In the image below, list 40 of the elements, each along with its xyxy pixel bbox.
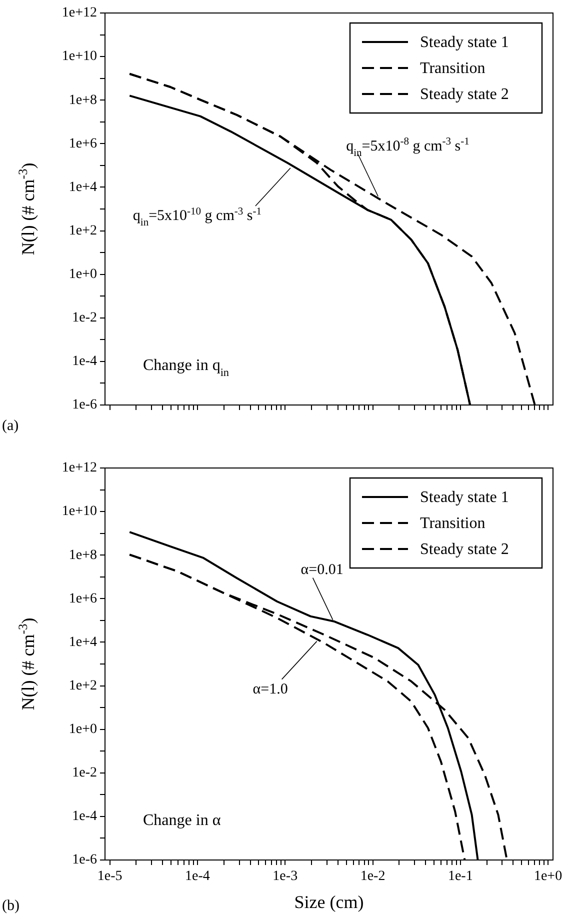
annotation: α=1.0 xyxy=(252,681,288,698)
y-tick-label: 1e+8 xyxy=(68,92,97,108)
y-tick-label: 1e+6 xyxy=(68,591,97,606)
y-tick-label: 1e+8 xyxy=(68,548,97,563)
y-tick-label: 1e-4 xyxy=(72,809,97,824)
x-tick-label: 1e-3 xyxy=(272,869,298,884)
y-axis-title: N(l) (# cm-3) xyxy=(16,162,38,256)
y-tick-label: 1e-2 xyxy=(72,766,97,781)
y-tick-label: 1e+10 xyxy=(62,49,97,64)
legend-label: Steady state 2 xyxy=(420,541,509,558)
y-tick-label: 1e-4 xyxy=(72,354,97,370)
y-tick-label: 1e+12 xyxy=(62,6,97,21)
y-tick-label: 1e+12 xyxy=(62,460,97,476)
y-tick-label: 1e+2 xyxy=(68,223,97,238)
y-tick-label: 1e+10 xyxy=(62,504,97,520)
y-tick-label: 1e+0 xyxy=(68,267,97,282)
y-tick-label: 1e+2 xyxy=(68,678,97,694)
legend-label: Transition xyxy=(420,60,486,77)
x-tick-label: 1e-4 xyxy=(185,869,210,884)
y-tick-label: 1e-6 xyxy=(72,852,97,868)
legend-label: Steady state 2 xyxy=(420,86,509,103)
x-axis-title: Size (cm) xyxy=(294,892,364,912)
text: (a) xyxy=(2,418,19,434)
y-tick-label: 1e-6 xyxy=(72,398,97,413)
x-tick-label: 1e-1 xyxy=(448,869,473,884)
y-tick-label: 1e+6 xyxy=(68,136,97,152)
y-axis-title: N(l) (# cm-3) xyxy=(16,618,38,710)
x-tick-label: 1e-2 xyxy=(360,869,386,884)
legend-label: Steady state 1 xyxy=(420,489,509,506)
x-tick-label: 1e+0 xyxy=(534,869,562,884)
annotation: Change in α xyxy=(143,812,222,829)
y-tick-label: 1e+0 xyxy=(68,722,97,738)
annotation: α=0.01 xyxy=(300,562,344,578)
y-tick-label: 1e-2 xyxy=(72,310,97,326)
text: (b) xyxy=(2,898,20,914)
legend-label: Transition xyxy=(420,515,486,532)
y-tick-label: 1e+4 xyxy=(68,634,97,650)
y-tick-label: 1e+4 xyxy=(68,180,97,195)
legend-label: Steady state 1 xyxy=(420,34,509,51)
x-tick-label: 1e-5 xyxy=(97,869,122,884)
